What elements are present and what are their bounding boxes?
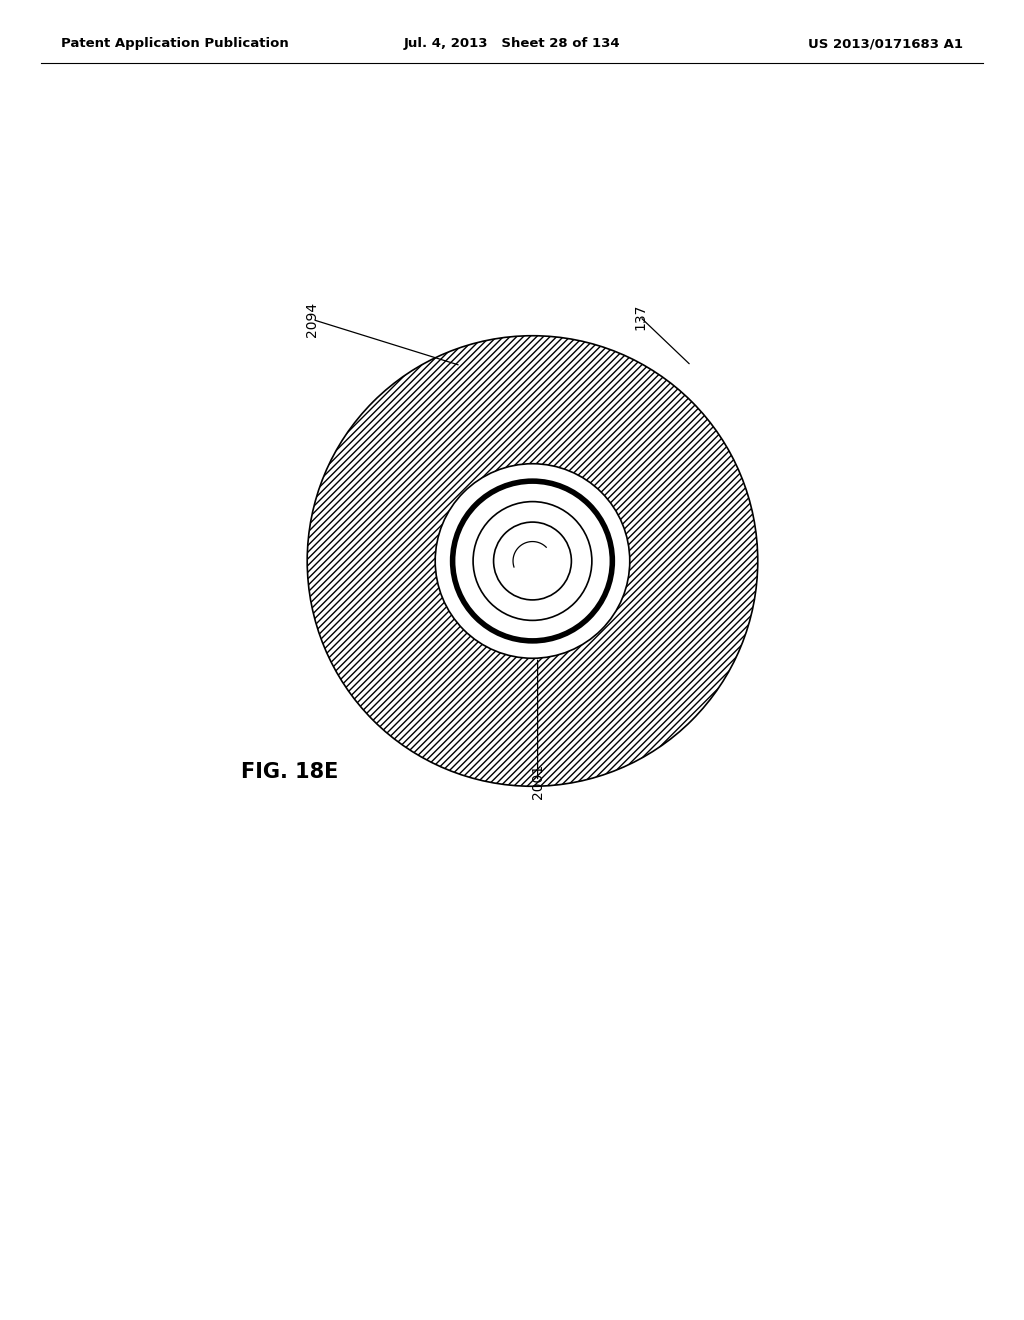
Ellipse shape [453,480,612,642]
Text: 2001: 2001 [530,764,545,799]
Ellipse shape [473,502,592,620]
Ellipse shape [435,463,630,659]
Text: Jul. 4, 2013   Sheet 28 of 134: Jul. 4, 2013 Sheet 28 of 134 [403,37,621,50]
Text: FIG. 18E: FIG. 18E [241,762,338,783]
Text: 2094: 2094 [305,302,319,337]
Ellipse shape [494,523,571,599]
Ellipse shape [307,335,758,787]
Text: US 2013/0171683 A1: US 2013/0171683 A1 [808,37,963,50]
Text: 137: 137 [633,304,647,330]
Text: Patent Application Publication: Patent Application Publication [61,37,289,50]
